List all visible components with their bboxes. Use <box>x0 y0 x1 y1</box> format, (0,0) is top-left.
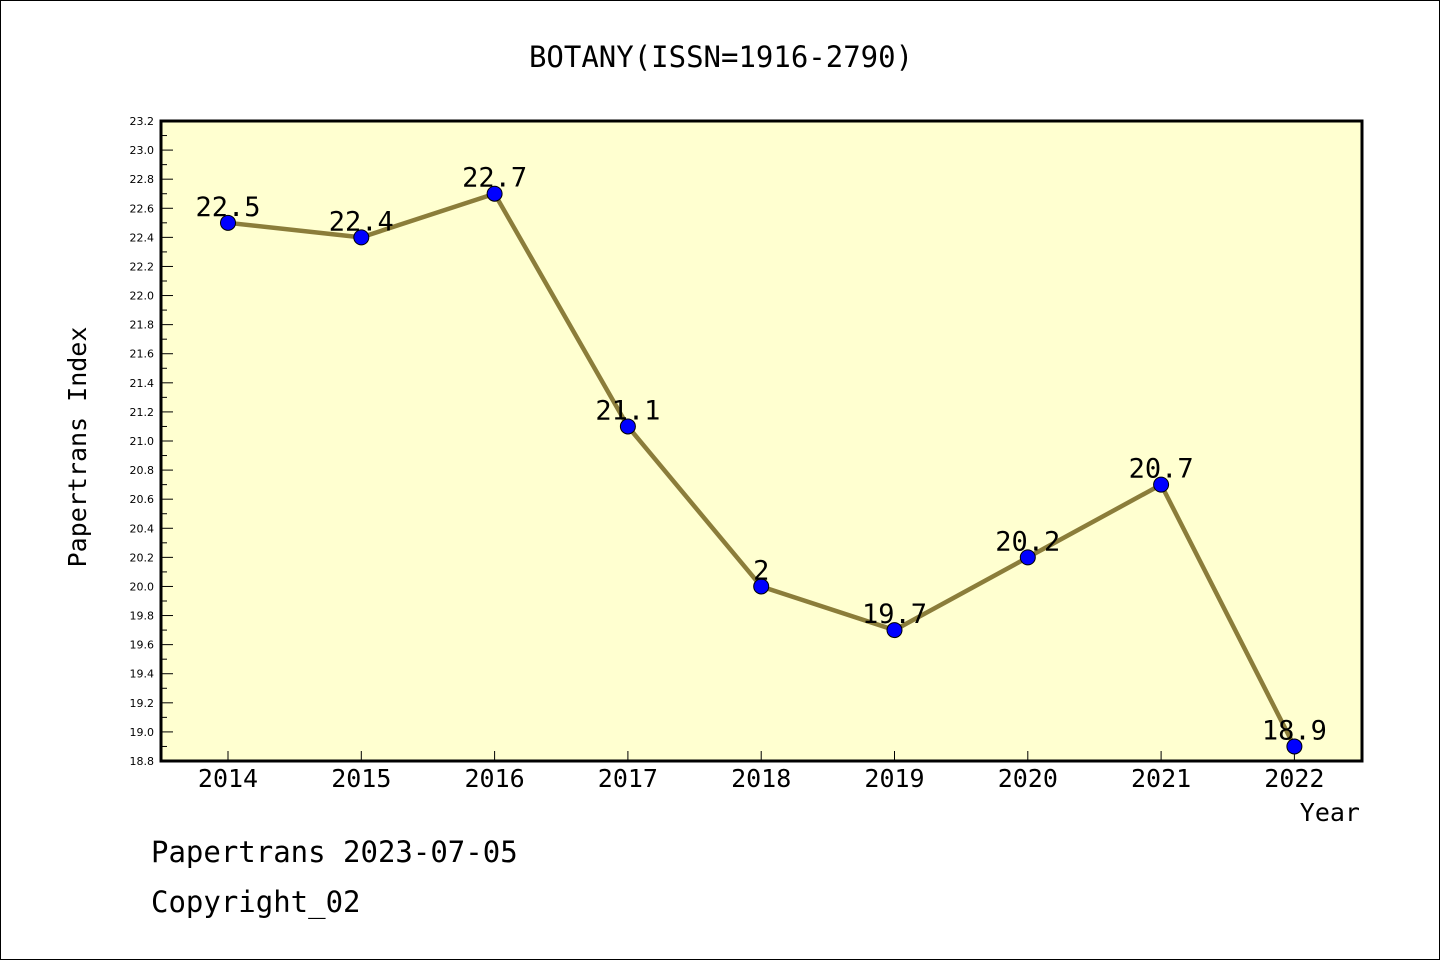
footer-copyright: Copyright_02 <box>151 885 361 919</box>
data-point <box>486 185 503 202</box>
x-tick-label: 2015 <box>331 764 391 793</box>
data-point <box>220 214 236 231</box>
data-label: 21.1 <box>595 395 660 426</box>
y-tick-label: 22.6 <box>130 202 155 215</box>
x-tick-label: 2020 <box>998 764 1058 793</box>
data-label: 18.9 <box>1262 715 1327 746</box>
y-tick-label: 20.4 <box>130 522 155 535</box>
y-tick-label: 19.6 <box>130 639 155 652</box>
plot-area <box>161 121 1362 761</box>
y-tick-label: 23.2 <box>130 115 155 128</box>
data-label: 20.2 <box>995 526 1060 557</box>
data-label: 22.7 <box>462 163 527 194</box>
x-tick-label: 2018 <box>731 764 791 793</box>
x-tick-label: 2016 <box>464 764 524 793</box>
y-tick-label: 19.4 <box>130 668 155 681</box>
data-point <box>1286 738 1303 755</box>
y-tick-label: 21.0 <box>130 435 155 448</box>
y-tick-label: 22.0 <box>130 290 155 303</box>
y-tick-label: 19.0 <box>130 726 155 739</box>
y-tick-label: 19.8 <box>130 610 155 623</box>
x-tick-label: 2017 <box>598 764 658 793</box>
y-tick-label: 21.4 <box>130 377 155 390</box>
y-tick-label: 22.2 <box>130 260 155 273</box>
y-tick-label: 20.0 <box>130 580 155 593</box>
chart-title: BOTANY(ISSN=1916-2790) <box>529 40 913 74</box>
series-line-group: 22.5 22.4 22.7 21.1 2 19.7 20.2 20.7 18.9 <box>195 163 1327 755</box>
y-tick-label: 21.6 <box>130 348 155 361</box>
x-tick-label: 2022 <box>1264 764 1324 793</box>
y-tick-label: 21.8 <box>130 319 155 332</box>
y-tick-label: 19.2 <box>130 697 155 710</box>
data-label: 22.5 <box>195 192 260 223</box>
x-axis: 2014 2015 2016 2017 2018 2019 2020 2021 2022 <box>198 751 1325 793</box>
y-axis-label: Papertrans Index <box>63 327 92 568</box>
x-tick-label: 2019 <box>864 764 924 793</box>
data-point <box>1019 549 1036 566</box>
data-label: 2 <box>753 555 769 586</box>
y-tick-label: 22.8 <box>130 173 155 186</box>
y-tick-label: 20.6 <box>130 493 155 506</box>
y-tick-label: 21.2 <box>130 406 155 419</box>
y-tick-label: 23.0 <box>130 144 155 157</box>
y-axis: 18.8 19.0 19.2 19.4 19.6 19.8 20.0 20.2 20.4 20.6… <box>130 115 173 768</box>
y-tick-label: 22.4 <box>130 231 155 244</box>
data-point <box>753 578 770 595</box>
data-label: 19.7 <box>862 599 927 630</box>
plot-frame <box>159 119 1364 763</box>
y-tick-label: 18.8 <box>130 755 155 768</box>
data-point <box>353 229 370 246</box>
footer-source: Papertrans 2023-07-05 <box>151 835 518 869</box>
y-tick-label: 20.2 <box>130 551 155 564</box>
data-point <box>1153 476 1170 493</box>
y-tick-label: 20.8 <box>130 464 155 477</box>
x-tick-label: 2021 <box>1131 764 1191 793</box>
x-axis-label: Year <box>1300 798 1360 827</box>
data-point <box>619 418 636 435</box>
data-label: 20.7 <box>1129 454 1194 485</box>
x-tick-label: 2014 <box>198 764 258 793</box>
data-point <box>886 622 903 639</box>
data-label: 22.4 <box>329 206 394 237</box>
